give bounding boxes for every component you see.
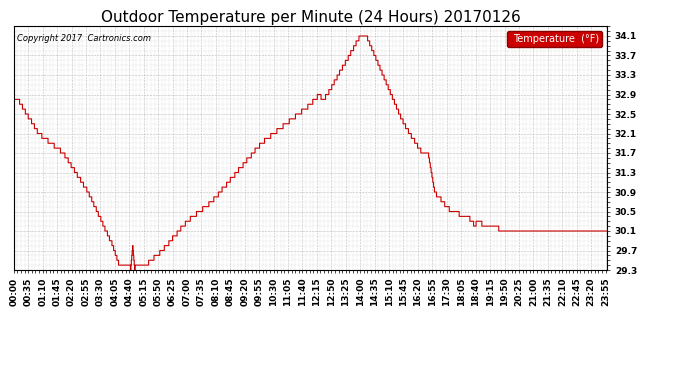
Legend: Temperature  (°F): Temperature (°F) (507, 31, 602, 47)
Text: Copyright 2017  Cartronics.com: Copyright 2017 Cartronics.com (17, 34, 151, 43)
Title: Outdoor Temperature per Minute (24 Hours) 20170126: Outdoor Temperature per Minute (24 Hours… (101, 10, 520, 25)
